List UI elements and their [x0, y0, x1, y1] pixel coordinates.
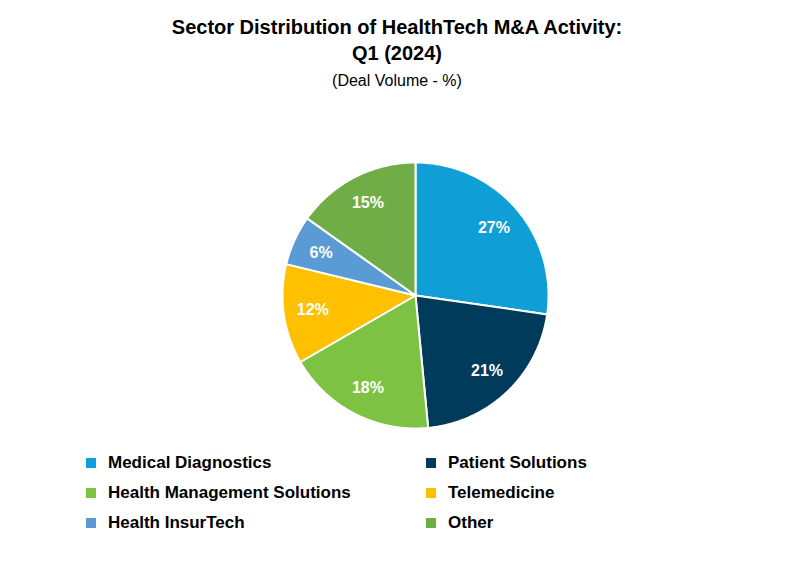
html-text:Telemedicine: Telemedicine [448, 483, 555, 502]
html-text:Health Management Solutions: Health Management Solutions [108, 483, 351, 502]
svg-text:12%: 12% [297, 301, 329, 318]
svg-text:18%: 18% [352, 379, 384, 396]
svg-text:21%: 21% [471, 362, 503, 379]
svg-text:27%: 27% [478, 219, 510, 236]
html-text:(Deal Volume - %): (Deal Volume - %) [332, 72, 462, 89]
html-text:Patient Solutions: Patient Solutions [448, 453, 587, 472]
svg-text:15%: 15% [352, 194, 384, 211]
html-text:Health InsurTech: Health InsurTech [108, 513, 245, 532]
svg-text:6%: 6% [310, 244, 333, 261]
html-text:Sector Distribution of HealthT: Sector Distribution of HealthTech M&A Ac… [171, 16, 623, 64]
html-text:Other: Other [448, 513, 494, 532]
html-text:Medical Diagnostics: Medical Diagnostics [108, 453, 272, 472]
